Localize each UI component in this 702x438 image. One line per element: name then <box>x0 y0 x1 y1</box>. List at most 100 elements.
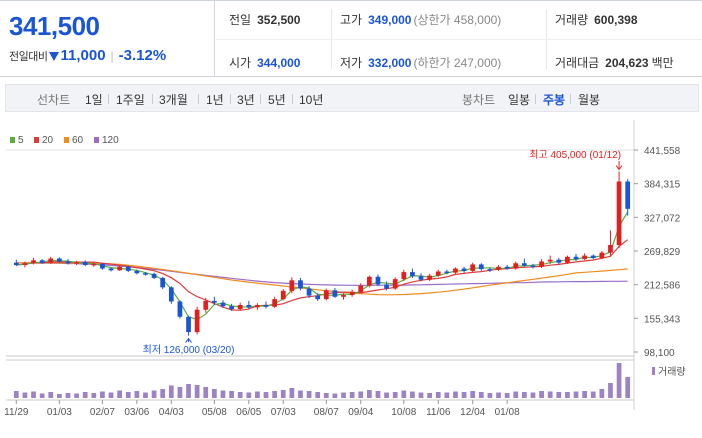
volume-bar <box>177 387 183 398</box>
volume-bar <box>323 393 329 398</box>
candle-body <box>289 280 295 291</box>
volume-bar <box>332 393 338 398</box>
volume-bar <box>263 392 269 398</box>
candle-body <box>143 273 148 275</box>
volume-bar <box>435 392 441 398</box>
volume-bar <box>608 383 613 398</box>
candle-body <box>315 295 321 300</box>
volume-bar <box>125 392 131 398</box>
candle-body <box>255 305 260 308</box>
volume-bar <box>48 392 54 398</box>
candle-body <box>82 262 88 266</box>
candle-body <box>280 290 286 300</box>
divider <box>216 39 702 40</box>
period-monthly[interactable]: 월봉 <box>578 93 601 107</box>
legend-swatch <box>10 137 15 143</box>
volume-bar <box>487 393 493 398</box>
candle-body <box>513 263 519 269</box>
period-10y[interactable]: 10년 <box>299 93 324 107</box>
candle-body <box>616 181 622 246</box>
y-tick-label: 98,100 <box>644 348 675 359</box>
volume-bar <box>375 391 381 398</box>
candle-body <box>375 276 381 285</box>
volume-bar <box>13 391 19 398</box>
candle-body <box>39 260 45 263</box>
legend-label: 120 <box>102 135 119 146</box>
candle-body <box>306 288 312 296</box>
x-tick-label: 08/07 <box>314 407 339 418</box>
volume-bar <box>573 391 579 398</box>
candle-body <box>556 259 562 263</box>
period-1w[interactable]: 1주일 <box>116 93 145 107</box>
y-tick-label: 327,072 <box>644 213 681 224</box>
period-5y[interactable]: 5년 <box>268 93 286 107</box>
y-tick-label: 269,829 <box>644 247 681 258</box>
candle-body <box>323 290 329 300</box>
volume-bar <box>168 385 174 398</box>
volume-bar <box>444 392 450 398</box>
volume-bar <box>280 390 286 398</box>
volume-bar <box>22 392 28 398</box>
x-tick-label: 02/07 <box>90 407 115 418</box>
volume-bar <box>349 392 355 398</box>
volume-bar <box>539 391 544 398</box>
legend-swatch <box>64 137 69 143</box>
candle-body <box>573 256 579 260</box>
volume-bar <box>496 392 501 398</box>
open-price: 시가 344,000 <box>229 56 301 70</box>
candle-body <box>461 268 467 271</box>
candle-body <box>478 264 484 270</box>
volume-bar <box>255 391 260 398</box>
candle-body <box>547 259 553 262</box>
volume-bar <box>194 385 200 398</box>
candle-body <box>56 258 62 262</box>
volume-bar <box>461 392 467 398</box>
period-1y[interactable]: 1년 <box>206 93 224 107</box>
period-1d[interactable]: 1일 <box>85 93 103 107</box>
x-tick-label: 03/06 <box>124 407 149 418</box>
change-percent: -3.12% <box>118 47 167 64</box>
volume-bar <box>358 391 364 398</box>
volume-bar <box>246 392 252 398</box>
period-3y[interactable]: 3년 <box>237 93 255 107</box>
candle-body <box>453 268 458 273</box>
volume-bar <box>366 390 372 398</box>
volume-bar <box>211 389 217 398</box>
candle-body <box>263 305 269 307</box>
candle-body <box>65 261 71 264</box>
candle-body <box>332 290 338 297</box>
volume: 거래량 600,398 <box>555 13 638 27</box>
candle-chart-label: 봉차트 <box>462 93 496 107</box>
volume-bar <box>453 391 458 398</box>
candle-body <box>504 266 510 269</box>
x-tick-label: 11/29 <box>4 407 29 418</box>
candle-body <box>582 255 588 260</box>
candle-body <box>229 306 234 310</box>
period-3m[interactable]: 3개월 <box>159 93 188 107</box>
x-tick-label: 01/03 <box>47 407 72 418</box>
volume-bar <box>582 391 588 398</box>
legend-label: 60 <box>72 135 84 146</box>
volume-bar <box>547 391 553 398</box>
volume-bar <box>530 392 536 398</box>
x-tick-label: 05/08 <box>202 407 227 418</box>
candle-body <box>418 276 424 280</box>
candle-body <box>487 269 493 271</box>
volume-bar <box>616 363 622 398</box>
period-daily[interactable]: 일봉 <box>508 93 531 107</box>
volume-bar <box>91 393 97 398</box>
x-tick-label: 12/04 <box>460 407 485 418</box>
x-tick-label: 10/08 <box>391 407 416 418</box>
candle-body <box>608 245 613 253</box>
change-label: 전일대비 <box>9 51 48 63</box>
volume-bar <box>392 392 398 398</box>
candle-body <box>22 263 28 266</box>
volume-bar <box>289 388 295 398</box>
volume-bar <box>556 392 562 398</box>
candle-body <box>74 262 79 264</box>
price-panel: 341,500 전일대비 11,000 | -3.12% <box>0 1 215 77</box>
ma20-line <box>16 239 629 311</box>
volume-bar <box>108 392 114 398</box>
volume-label: 거래량 <box>658 366 686 378</box>
period-weekly[interactable]: 주봉 <box>543 93 566 107</box>
